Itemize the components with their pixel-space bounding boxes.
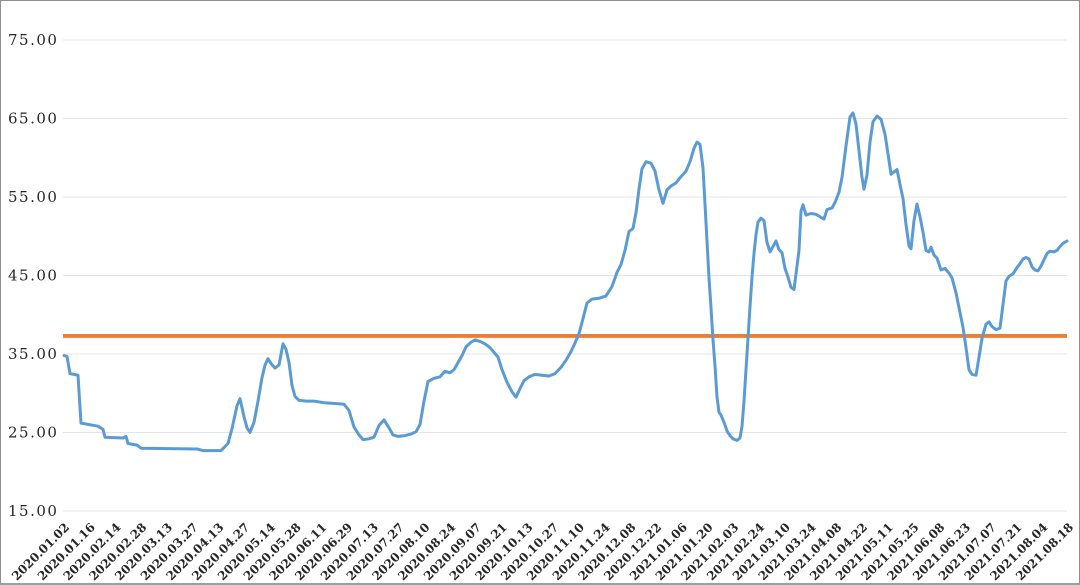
y-axis-tick-label: 65.00: [8, 110, 58, 128]
gridlines: [63, 39, 1067, 512]
y-axis-tick-label: 25.00: [8, 424, 58, 442]
y-axis-tick-label: 35.00: [8, 345, 58, 363]
y-axis-labels: 15.00 25.00 35.00 45.00 55.00 65.00 75.00: [8, 31, 58, 520]
y-axis-tick-label: 45.00: [8, 267, 58, 285]
series-line-price: [62, 111, 1069, 453]
y-axis-tick-label: 55.00: [8, 188, 58, 206]
x-axis-labels: 2020.01.022020.01.162020.02.142020.02.28…: [9, 520, 1076, 582]
y-axis-tick-label: 75.00: [8, 31, 58, 49]
y-axis-tick-label: 15.00: [8, 502, 58, 520]
